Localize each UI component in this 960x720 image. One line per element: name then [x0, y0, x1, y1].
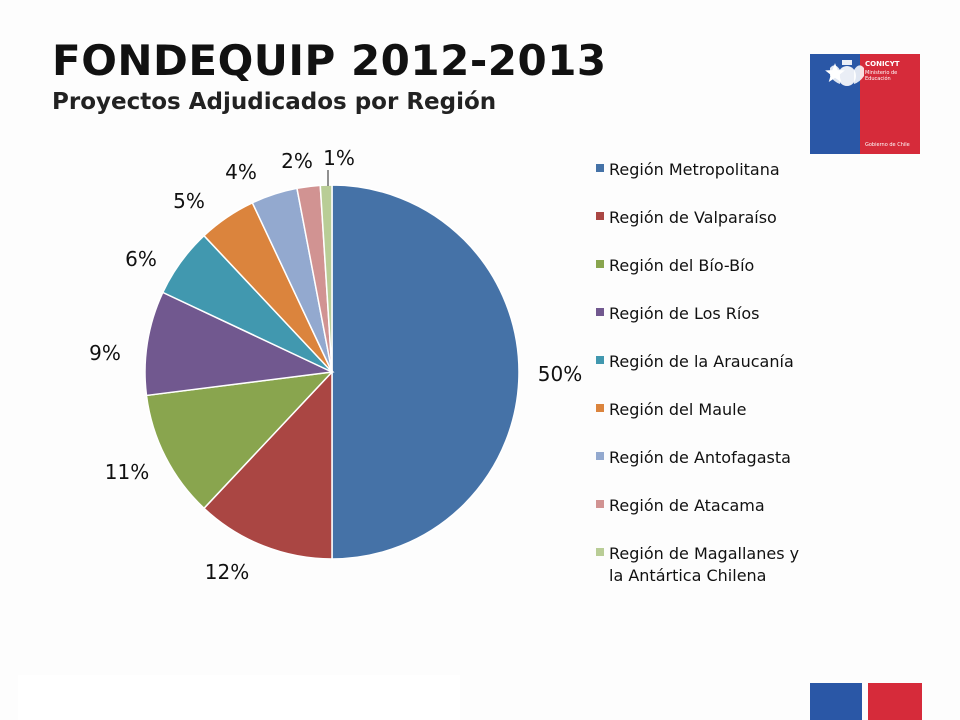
footer-flag-bar	[810, 683, 922, 720]
legend-swatch-5	[596, 356, 604, 364]
footer-flag-red	[868, 683, 922, 720]
legend-label-8: Región de Atacama	[609, 496, 765, 515]
page-subtitle: Proyectos Adjudicados por Región	[52, 89, 497, 115]
legend-label-9: Región de Magallanes y la Antártica Chile…	[609, 544, 799, 585]
pie-slice-4	[144, 291, 335, 397]
legend-swatch-7	[596, 452, 604, 460]
legend-label-6: Región del Maule	[609, 400, 746, 419]
legend-label-4: Región de Los Ríos	[609, 304, 759, 323]
legend-swatch-4	[596, 308, 604, 316]
legend-label-7: Región de Antofagasta	[609, 448, 791, 467]
data-label-4: 9%	[89, 341, 121, 365]
data-label-1: 50%	[538, 362, 582, 386]
data-label-2: 12%	[205, 560, 249, 584]
legend-swatch-3	[596, 260, 604, 268]
pie-data-labels: 50% 12% 11% 9% 6% 5% 4% 2% 1%	[89, 146, 582, 584]
legend-swatch-9	[596, 548, 604, 556]
legend-label-5: Región de la Araucanía	[609, 352, 794, 371]
logo-ministry: Ministerio de Educación	[865, 70, 898, 82]
data-label-5: 6%	[125, 247, 157, 271]
pie-slice-3	[145, 370, 334, 510]
data-label-3: 11%	[105, 460, 149, 484]
data-label-8: 2%	[281, 149, 313, 173]
footer-panel	[18, 675, 460, 720]
data-label-7: 4%	[225, 160, 257, 184]
legend-label-1: Región Metropolitana	[609, 160, 780, 179]
legend-swatch-8	[596, 500, 604, 508]
data-label-6: 5%	[173, 189, 205, 213]
logo-org: CONICYT	[865, 60, 900, 68]
logo-government: Gobierno de Chile	[865, 142, 910, 148]
coat-of-arms-icon	[830, 60, 864, 86]
legend-label-2: Región de Valparaíso	[609, 208, 777, 227]
footer-flag-blue	[810, 683, 862, 720]
legend-label-3: Región del Bío-Bío	[609, 256, 754, 275]
pie-slice-2	[202, 370, 333, 560]
pie-slice-1	[331, 184, 520, 560]
legend-swatch-2	[596, 212, 604, 220]
pie-slice-9	[319, 184, 333, 373]
chart-legend: Región Metropolitana Región de Valparaíso…	[596, 160, 799, 585]
legend-swatch-1	[596, 164, 604, 172]
data-label-9: 1%	[323, 146, 355, 170]
pie-slices	[144, 184, 520, 560]
legend-swatch-6	[596, 404, 604, 412]
logo-red-panel: CONICYT Ministerio de Educación Gobierno…	[830, 54, 920, 154]
conicyt-logo: CONICYT Ministerio de Educación Gobierno…	[810, 54, 920, 154]
page-title: FONDEQUIP 2012-2013	[52, 36, 607, 85]
